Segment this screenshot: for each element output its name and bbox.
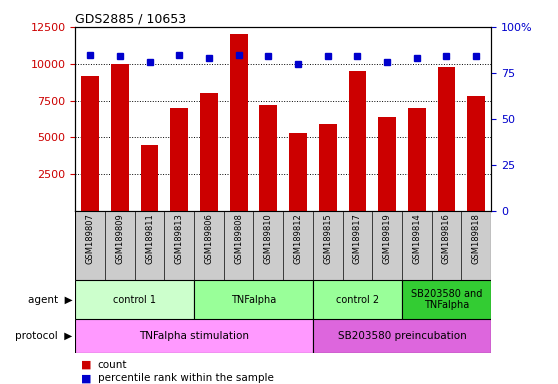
Text: SB203580 and
TNFalpha: SB203580 and TNFalpha xyxy=(411,289,482,310)
Text: count: count xyxy=(98,360,127,370)
Text: control 2: control 2 xyxy=(336,295,379,305)
Text: GDS2885 / 10653: GDS2885 / 10653 xyxy=(75,13,186,26)
Text: percentile rank within the sample: percentile rank within the sample xyxy=(98,373,273,383)
Text: GSM189812: GSM189812 xyxy=(294,213,302,264)
Text: TNFalpha stimulation: TNFalpha stimulation xyxy=(139,331,249,341)
Bar xyxy=(313,319,491,353)
Text: GSM189813: GSM189813 xyxy=(175,213,184,264)
Bar xyxy=(259,105,277,211)
Bar xyxy=(402,280,491,319)
Bar xyxy=(194,280,313,319)
Bar xyxy=(230,34,248,211)
Bar xyxy=(141,145,158,211)
Text: GSM189815: GSM189815 xyxy=(323,213,332,264)
Text: SB203580 preincubation: SB203580 preincubation xyxy=(338,331,466,341)
Text: GSM189809: GSM189809 xyxy=(116,213,124,264)
Text: GSM189816: GSM189816 xyxy=(442,213,451,264)
Text: GSM189819: GSM189819 xyxy=(383,213,392,264)
Bar xyxy=(349,71,366,211)
Bar xyxy=(81,76,99,211)
Text: GSM189810: GSM189810 xyxy=(264,213,273,264)
Text: GSM189806: GSM189806 xyxy=(204,213,214,264)
Bar xyxy=(289,133,307,211)
Bar xyxy=(200,93,218,211)
Text: GSM189808: GSM189808 xyxy=(234,213,243,264)
Text: GSM189807: GSM189807 xyxy=(86,213,95,264)
Bar xyxy=(378,117,396,211)
Text: ■: ■ xyxy=(81,373,92,383)
Bar xyxy=(170,108,188,211)
Text: GSM189811: GSM189811 xyxy=(145,213,154,264)
Bar xyxy=(75,319,313,353)
Bar xyxy=(111,64,129,211)
Text: GSM189817: GSM189817 xyxy=(353,213,362,264)
Text: agent  ▶: agent ▶ xyxy=(28,295,73,305)
Bar xyxy=(75,280,194,319)
Text: control 1: control 1 xyxy=(113,295,156,305)
Text: GSM189814: GSM189814 xyxy=(412,213,421,264)
Bar xyxy=(408,108,426,211)
Bar xyxy=(319,124,336,211)
Text: protocol  ▶: protocol ▶ xyxy=(15,331,73,341)
Text: ■: ■ xyxy=(81,360,92,370)
Text: TNFalpha: TNFalpha xyxy=(231,295,276,305)
Bar xyxy=(313,280,402,319)
Text: GSM189818: GSM189818 xyxy=(472,213,480,264)
Bar xyxy=(437,67,455,211)
Bar xyxy=(467,96,485,211)
